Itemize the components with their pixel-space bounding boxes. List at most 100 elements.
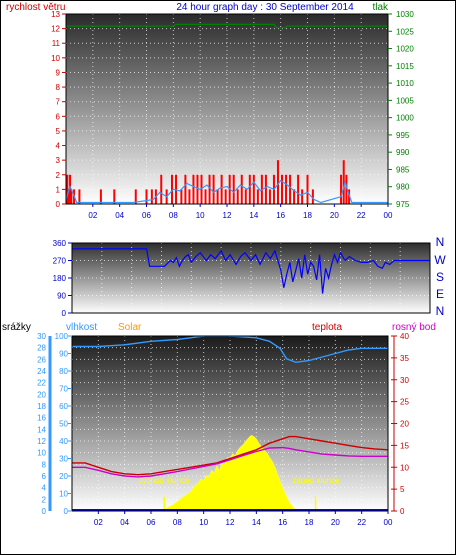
- rain-ytick-label: 4: [42, 484, 47, 493]
- wind-xtick-label: 16: [276, 211, 285, 220]
- wind-speed-bar: [276, 160, 279, 204]
- compass-label-w: W: [434, 253, 446, 267]
- pressure-ytick-label: 1020: [396, 45, 414, 54]
- rain-ytick-label: 16: [37, 414, 46, 423]
- pressure-ytick-label: 1000: [396, 114, 414, 123]
- wind-speed-bar: [67, 189, 70, 204]
- wind-speed-bar: [188, 189, 191, 204]
- average-wind-line: [66, 179, 388, 204]
- temperature-ytick-label: 10: [400, 463, 409, 472]
- rain-temp-xtick-label: 22: [357, 518, 366, 527]
- wind-speed-bar: [345, 174, 348, 204]
- wind-speed-bar: [232, 174, 235, 204]
- wind-xtick-label: 04: [115, 211, 124, 220]
- wind-speed-bar: [69, 174, 72, 204]
- humidity-ytick-label: 20: [59, 472, 68, 481]
- pressure-ytick-label: 990: [396, 148, 410, 157]
- wind-ytick-label: 4: [56, 142, 61, 151]
- wind-ytick-label: 13: [51, 10, 60, 19]
- wind-speed-bar: [340, 174, 343, 204]
- wind-ytick-label: 2: [56, 171, 61, 180]
- pressure-ytick-label: 1030: [396, 10, 414, 19]
- humidity-ytick-label: 0: [64, 507, 69, 516]
- pressure-ytick-label: 1010: [396, 79, 414, 88]
- rain-temp-xtick-label: 06: [147, 518, 156, 527]
- rain-ytick-label: 2: [42, 495, 47, 504]
- rain-temp-xtick-label: 02: [94, 518, 103, 527]
- wind-speed-bar: [196, 174, 199, 204]
- pressure-ytick-label: 1025: [396, 27, 414, 36]
- direction-panel-axes: 0 90 180 270 360: [53, 239, 431, 318]
- wind-xtick-label: 14: [249, 211, 258, 220]
- wind-speed-bar: [281, 174, 284, 204]
- wind-speed-bar: [216, 189, 219, 204]
- wind-ytick-label: 11: [52, 39, 61, 48]
- solar-axis-title: Solar: [118, 322, 142, 333]
- humidity-ytick-label: 60: [59, 402, 68, 411]
- wind-xtick-label: 12: [223, 211, 232, 220]
- temperature-ytick-label: 25: [400, 398, 409, 407]
- rain-ytick-label: 14: [37, 425, 46, 434]
- humidity-ytick-label: 80: [59, 367, 68, 376]
- wind-ytick-label: 12: [51, 25, 60, 34]
- temperature-ytick-label: 5: [400, 485, 405, 494]
- pressure-ytick-label: 980: [396, 183, 410, 192]
- temperature-ytick-label: 15: [400, 441, 409, 450]
- wind-speed-bar: [240, 174, 243, 204]
- wind-xtick-label: 08: [169, 211, 178, 220]
- pressure-ytick-label: 995: [396, 131, 410, 140]
- wind-speed-bar: [160, 174, 163, 204]
- wind-speed-bar: [220, 174, 223, 204]
- pressure-line: [66, 23, 388, 29]
- direction-ytick-label: 90: [57, 292, 66, 301]
- wind-speed-bar: [306, 174, 309, 204]
- rain-ytick-label: 8: [42, 460, 47, 469]
- humidity-ytick-label: 90: [59, 350, 68, 359]
- rain-temp-xtick-label: 20: [331, 518, 340, 527]
- wind-speed-bar: [248, 174, 251, 204]
- humidity-ytick-label: 30: [59, 455, 68, 464]
- wind-speed-bar: [204, 189, 207, 204]
- wind-ytick-label: 6: [56, 112, 61, 121]
- wind-speed-bar: [256, 189, 259, 204]
- wind-speed-bar: [224, 189, 227, 204]
- temperature-line: [72, 435, 388, 476]
- humidity-axis-title: vlhkost: [66, 322, 97, 333]
- rain-ytick-label: 22: [37, 379, 46, 388]
- wind-speed-bar: [289, 174, 292, 204]
- wind-speed-bar: [70, 189, 73, 204]
- wind-speed-bar: [348, 189, 351, 204]
- rain-ytick-label: 0: [42, 507, 47, 516]
- wind-speed-bar: [192, 174, 195, 204]
- wind-speed-bar: [212, 174, 215, 204]
- wind-xtick-label: 10: [196, 211, 205, 220]
- wind-speed-bar: [170, 174, 173, 204]
- humidity-ytick-label: 50: [59, 420, 68, 429]
- wind-ytick-label: 7: [56, 98, 61, 107]
- pressure-ytick-label: 1005: [396, 96, 414, 105]
- humidity-ytick-label: 10: [59, 490, 68, 499]
- humidity-ytick-label: 100: [55, 332, 69, 341]
- wind-speed-bar: [99, 189, 102, 204]
- rain-temp-xtick-label: 00: [384, 518, 393, 527]
- temperature-ytick-label: 35: [400, 354, 409, 363]
- wind-speed-bar: [200, 174, 203, 204]
- solar-area: [161, 434, 299, 511]
- sunset-annotation: západ slunce: [292, 476, 340, 485]
- wind-speed-bar: [180, 189, 183, 204]
- rain-ytick-label: 20: [37, 390, 46, 399]
- direction-ytick-label: 270: [53, 257, 67, 266]
- rain-temp-xtick-label: 16: [278, 518, 287, 527]
- compass-label-n-top: N: [436, 235, 445, 249]
- direction-ytick-label: 360: [53, 239, 67, 248]
- pressure-ytick-label: 975: [396, 200, 410, 209]
- wind-ytick-label: 9: [56, 68, 61, 77]
- temperature-ytick-label: 0: [400, 507, 405, 516]
- wind-xtick-label: 22: [357, 211, 366, 220]
- humidity-line: [72, 336, 388, 364]
- temperature-ytick-label: 20: [400, 420, 409, 429]
- rain-temp-panel-axes: 0246810121416182022242628300102030405060…: [37, 332, 409, 527]
- wind-ytick-label: 3: [56, 156, 61, 165]
- wind-xtick-label: 18: [303, 211, 312, 220]
